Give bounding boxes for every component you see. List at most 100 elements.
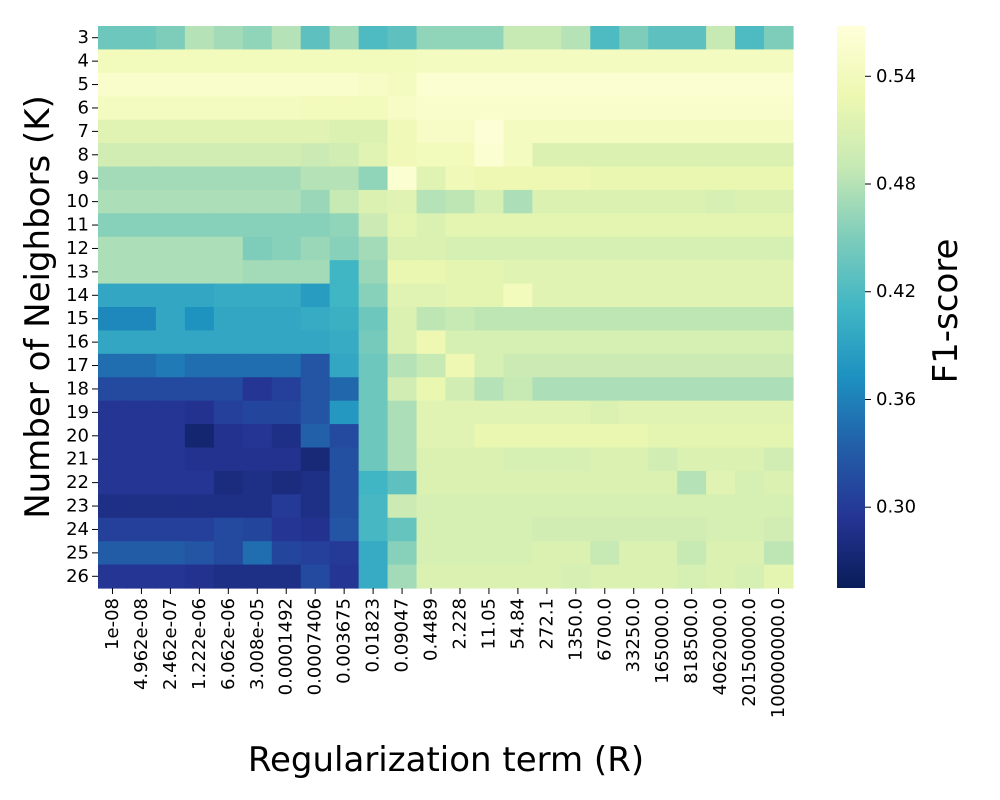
- heatmap-cell: [474, 236, 505, 261]
- heatmap-cell: [503, 447, 533, 472]
- heatmap-cell: [98, 49, 128, 74]
- heatmap-cell: [619, 424, 649, 449]
- heatmap-cell: [764, 307, 794, 332]
- heatmap-cell: [126, 143, 157, 168]
- heatmap-cell: [648, 72, 678, 97]
- heatmap-cell: [706, 119, 736, 144]
- heatmap-cell: [126, 517, 157, 542]
- heatmap-cell: [532, 260, 562, 285]
- heatmap-cell: [445, 96, 476, 121]
- heatmap-cell: [213, 26, 244, 51]
- heatmap-cell: [184, 494, 215, 519]
- heatmap-cell: [735, 283, 765, 308]
- heatmap-cell: [271, 72, 302, 97]
- heatmap-cell: [184, 26, 215, 51]
- heatmap-cell: [648, 236, 678, 261]
- heatmap-cell: [416, 377, 447, 402]
- heatmap-cell: [155, 424, 186, 449]
- heatmap-cell: [561, 377, 591, 402]
- heatmap-cell: [561, 143, 591, 168]
- heatmap-cell: [126, 26, 157, 51]
- heatmap-cell: [98, 26, 128, 51]
- x-axis-ticks: 1e-08 4.962e-08 2.462e-07 1.222e-06 6.062e-0…: [102, 588, 789, 718]
- y-tick-label: 24: [66, 519, 89, 540]
- x-tick-label: 54.84: [507, 598, 528, 650]
- heatmap-cell: [155, 213, 186, 238]
- heatmap-cell: [300, 447, 331, 472]
- heatmap-cell: [213, 307, 244, 332]
- heatmap-cell: [735, 26, 765, 51]
- heatmap-cell: [98, 517, 128, 542]
- heatmap-cell: [706, 236, 736, 261]
- heatmap-cell: [706, 330, 736, 355]
- heatmap-cell: [706, 377, 736, 402]
- heatmap-cell: [155, 283, 186, 308]
- heatmap-cell: [358, 26, 389, 51]
- heatmap-cell: [677, 143, 707, 168]
- heatmap-cell: [184, 330, 215, 355]
- heatmap-cell: [184, 119, 215, 144]
- heatmap-cell: [503, 307, 533, 332]
- heatmap-cell: [358, 236, 389, 261]
- heatmap-cell: [619, 143, 649, 168]
- heatmap-cell: [619, 72, 649, 97]
- heatmap-cell: [358, 353, 389, 378]
- heatmap-cell: [474, 26, 505, 51]
- x-tick-label: 1.222e-06: [189, 598, 210, 690]
- heatmap-cell: [329, 494, 360, 519]
- heatmap-cell: [416, 470, 447, 495]
- heatmap-cell: [329, 119, 360, 144]
- heatmap-cell: [416, 72, 447, 97]
- heatmap-cell: [764, 49, 794, 74]
- heatmap-cell: [445, 330, 476, 355]
- x-tick-label: 11.05: [478, 598, 499, 650]
- heatmap-cell: [706, 96, 736, 121]
- heatmap-cell: [764, 236, 794, 261]
- heatmap-cell: [242, 189, 273, 214]
- heatmap-cell: [300, 189, 331, 214]
- heatmap-cell: [271, 377, 302, 402]
- heatmap-cell: [648, 213, 678, 238]
- heatmap-cell: [358, 447, 389, 472]
- colorbar-label: F1-score: [926, 239, 966, 384]
- heatmap-cell: [474, 447, 505, 472]
- heatmap-cell: [387, 564, 418, 589]
- heatmap-cell: [213, 72, 244, 97]
- heatmap-cell: [271, 119, 302, 144]
- heatmap-cell: [532, 96, 562, 121]
- heatmap-cell: [155, 166, 186, 191]
- heatmap-cell: [706, 541, 736, 566]
- heatmap-cell: [329, 400, 360, 425]
- heatmap-cell: [764, 353, 794, 378]
- heatmap-cell: [590, 447, 620, 472]
- heatmap-cell: [503, 72, 533, 97]
- heatmap-cell: [445, 283, 476, 308]
- heatmap-cell: [619, 541, 649, 566]
- heatmap-cell: [416, 166, 447, 191]
- heatmap-cell: [213, 353, 244, 378]
- heatmap-cell: [155, 447, 186, 472]
- heatmap-cell: [98, 541, 128, 566]
- heatmap-cell: [764, 26, 794, 51]
- heatmap-cell: [329, 541, 360, 566]
- heatmap-cell: [213, 166, 244, 191]
- heatmap-cell: [329, 564, 360, 589]
- colorbar-tick-label: 0.42: [876, 281, 916, 302]
- heatmap-cell: [764, 189, 794, 214]
- heatmap-cell: [590, 494, 620, 519]
- heatmap-cell: [184, 49, 215, 74]
- heatmap-cell: [445, 517, 476, 542]
- heatmap-cell: [532, 236, 562, 261]
- heatmap-cell: [706, 400, 736, 425]
- heatmap-cell: [445, 424, 476, 449]
- heatmap-cell: [213, 330, 244, 355]
- y-tick-label: 5: [78, 74, 89, 95]
- x-tick-label: 20150000.0: [739, 598, 760, 707]
- heatmap-cell: [677, 377, 707, 402]
- heatmap-cell: [184, 72, 215, 97]
- heatmap-cell: [445, 377, 476, 402]
- heatmap-cell: [126, 189, 157, 214]
- y-tick-label: 25: [66, 542, 89, 563]
- heatmap-cell: [329, 307, 360, 332]
- heatmap-cell: [590, 49, 620, 74]
